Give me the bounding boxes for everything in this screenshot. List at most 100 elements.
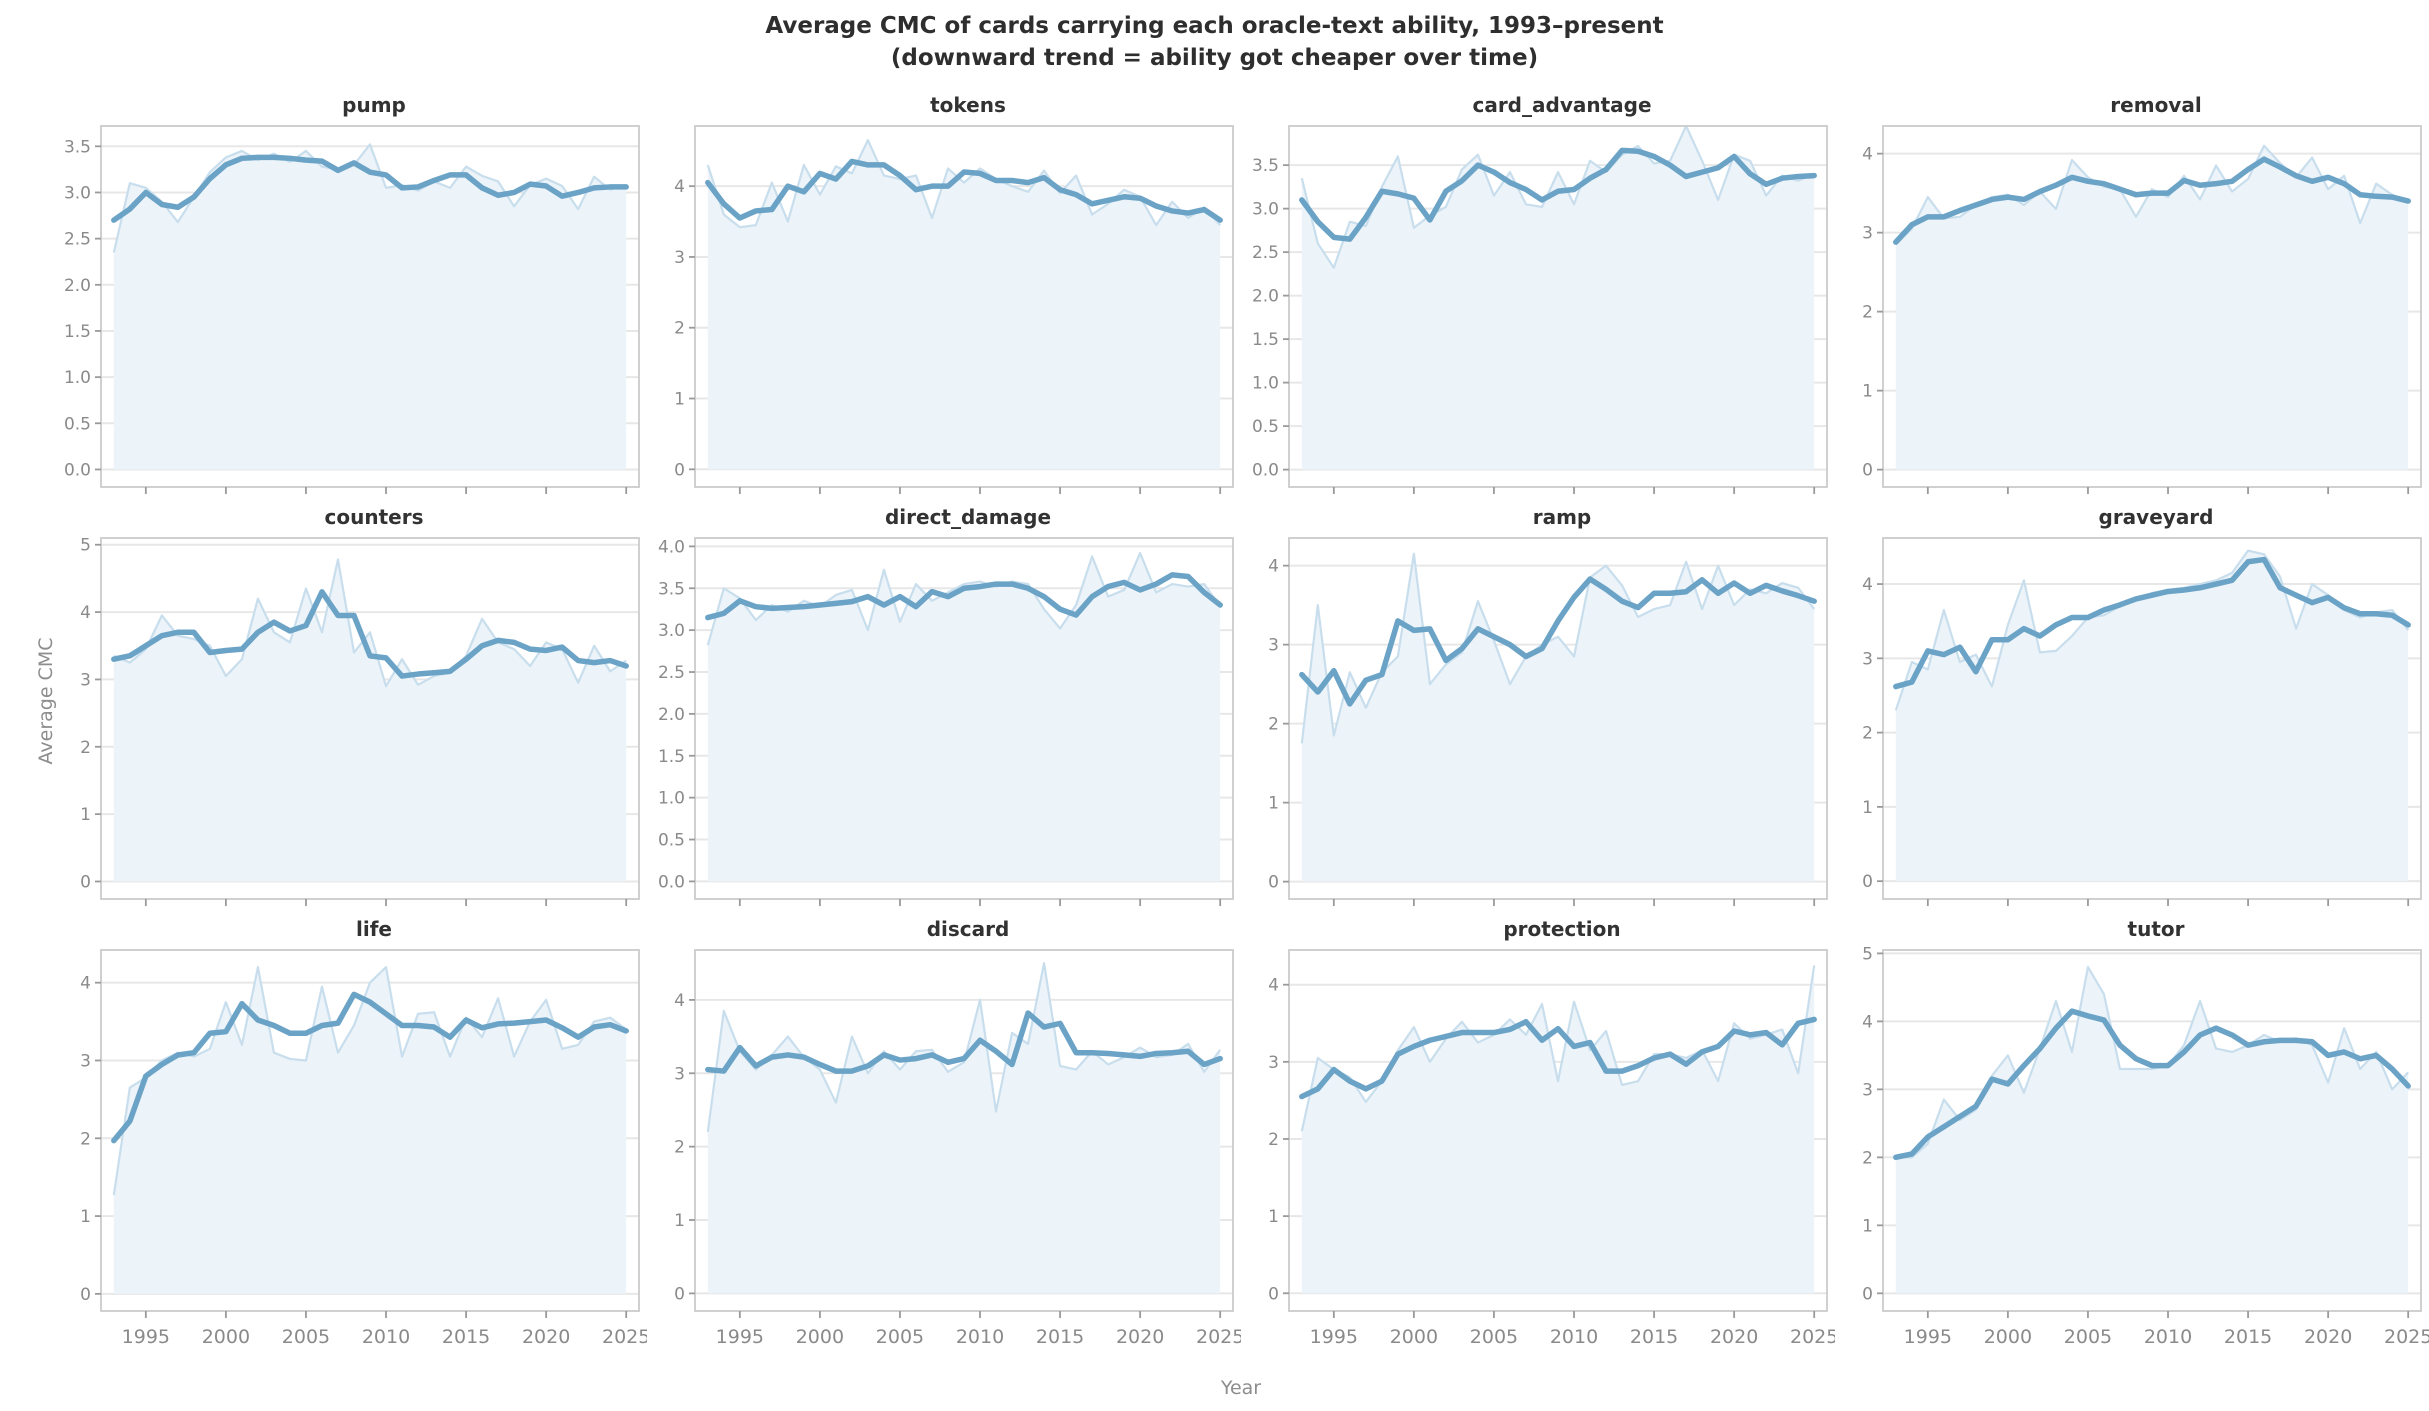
x-tick-label: 2000	[1390, 1326, 1438, 1348]
y-tick-label: 0.5	[64, 414, 91, 434]
y-tick-label: 4	[1862, 575, 1873, 595]
plot-border	[1288, 949, 1828, 1312]
y-tick-label: 5	[80, 536, 91, 556]
y-tick-label: 2.0	[64, 276, 91, 296]
y-tick-label: 0	[1862, 1284, 1873, 1304]
y-tick-label: 1	[1268, 1207, 1279, 1227]
raw-line	[706, 139, 1222, 229]
y-tick-label: 0	[1862, 461, 1873, 481]
plot-border	[1882, 125, 2422, 488]
raw-line	[1300, 124, 1815, 269]
x-tick-label: 2000	[202, 1326, 250, 1348]
x-tick-label: 1995	[1310, 1326, 1358, 1348]
y-tick-label: 5	[1862, 947, 1873, 964]
subplot-chart: 0 1 2 3 4	[1862, 125, 2422, 494]
subplot-ramp: ramp 0 1 2 3 4	[1241, 505, 1835, 917]
subplot-chart: 0 1 2 3 4 1995 2000 2005 2010 2015 2020 2025	[1268, 949, 1835, 1348]
y-tick-label: 1	[1862, 1216, 1873, 1236]
plot-border	[694, 537, 1234, 900]
subplot-chart: 0 1 2 3 4 5 1995 2000 2005 2010 2015 2020 2025	[1862, 947, 2429, 1348]
y-tick-label: 2.5	[1252, 243, 1279, 263]
raw-line	[112, 966, 627, 1196]
x-tick-label: 2005	[2064, 1326, 2112, 1348]
area-fill	[1301, 126, 1815, 470]
y-tick-label: 3.0	[64, 183, 91, 203]
figure-title-line1: Average CMC of cards carrying each oracl…	[765, 13, 1664, 39]
y-tick-label: 2.0	[658, 705, 685, 725]
y-tick-label: 3	[1268, 636, 1279, 656]
subplot-chart: 0 1 2 3 4	[1862, 537, 2422, 906]
y-tick-label: 1.5	[658, 747, 685, 767]
y-tick-label: 2	[80, 1129, 91, 1149]
y-tick-label: 0	[80, 1285, 91, 1305]
y-tick-label: 1.0	[1252, 374, 1279, 394]
subplot-title: removal	[2110, 93, 2202, 117]
smooth-line	[111, 589, 629, 679]
y-tick-label: 1.0	[64, 368, 91, 388]
y-tick-label: 4	[1268, 976, 1279, 996]
y-tick-label: 1.0	[658, 789, 685, 809]
x-tick-label: 2005	[876, 1326, 924, 1348]
y-tick-label: 1	[80, 1207, 91, 1227]
y-tick-label: 0.5	[658, 831, 685, 851]
subplot-direct_damage: direct_damage 0.0 0.5 1.0 1.5 2.0 2.5 3.0 3.5 4.0	[647, 505, 1241, 917]
subplot-title: ramp	[1532, 505, 1592, 529]
x-tick-label: 2020	[1710, 1326, 1758, 1348]
y-tick-label: 3	[1862, 1080, 1873, 1100]
y-tick-label: 2.5	[658, 663, 685, 683]
subplot-title: tutor	[2127, 917, 2185, 941]
x-tick-label: 2005	[1470, 1326, 1518, 1348]
x-tick-label: 2010	[2144, 1326, 2192, 1348]
x-tick-label: 1995	[716, 1326, 764, 1348]
subplot-chart: 0.0 0.5 1.0 1.5 2.0 2.5 3.0 3.5 4.0	[658, 537, 1234, 906]
area-fill	[113, 559, 627, 882]
y-tick-label: 3.5	[1252, 156, 1279, 176]
y-tick-label: 4	[674, 991, 685, 1011]
raw-line	[1300, 552, 1816, 744]
y-tick-label: 3.5	[658, 579, 685, 599]
subplot-chart: 0 1 2 3 4 5	[80, 536, 640, 906]
y-tick-label: 1.5	[64, 322, 91, 342]
smooth-line	[705, 158, 1223, 223]
area-fill	[707, 140, 1221, 470]
y-tick-label: 0	[1268, 873, 1279, 893]
subplot-tokens: tokens 0 1 2 3 4	[647, 93, 1241, 505]
figure-title: Average CMC of cards carrying each oracl…	[0, 10, 2429, 74]
smooth-line	[705, 572, 1223, 621]
x-tick-label: 2025	[1196, 1326, 1241, 1348]
subplot-chart: 0.0 0.5 1.0 1.5 2.0 2.5 3.0 3.5	[64, 125, 640, 494]
smooth-line	[1893, 156, 2411, 245]
area-fill	[1895, 550, 2409, 882]
x-tick-label: 2020	[522, 1326, 570, 1348]
y-tick-label: 2	[1862, 1148, 1873, 1168]
x-tick-label: 2010	[362, 1326, 410, 1348]
y-tick-label: 3	[80, 670, 91, 690]
plot-border	[100, 537, 640, 900]
x-tick-label: 1995	[1904, 1326, 1952, 1348]
subplot-card_advantage: card_advantage 0.0 0.5 1.0 1.5 2.0 2.5 3.0 3.5	[1241, 93, 1835, 505]
y-tick-label: 0	[1268, 1284, 1279, 1304]
x-tick-label: 2000	[796, 1326, 844, 1348]
x-tick-label: 2025	[602, 1326, 647, 1348]
figure-title-line2: (downward trend = ability got cheaper ov…	[890, 45, 1539, 72]
y-tick-label: 4	[1268, 557, 1279, 577]
area-fill	[113, 144, 627, 470]
y-tick-label: 4.0	[658, 537, 685, 557]
x-tick-label: 2015	[2224, 1326, 2272, 1348]
y-tick-label: 0.0	[1252, 461, 1279, 481]
x-tick-label: 2005	[282, 1326, 330, 1348]
y-tick-label: 2.5	[64, 230, 91, 250]
x-tick-label: 2020	[1116, 1326, 1164, 1348]
smooth-line	[705, 1010, 1223, 1074]
y-tick-label: 4	[1862, 1012, 1873, 1032]
raw-line	[706, 962, 1222, 1133]
smooth-line	[1299, 1016, 1817, 1100]
area-fill	[1301, 553, 1815, 882]
subplot-life: life 0 1 2 3 4 1995 2000 2005 2010 2015 2020 2025	[53, 917, 647, 1375]
subplot-chart: 0.0 0.5 1.0 1.5 2.0 2.5 3.0 3.5	[1252, 124, 1828, 494]
x-tick-label: 2015	[1036, 1326, 1084, 1348]
subplot-title: graveyard	[2098, 505, 2214, 529]
x-tick-label: 2020	[2304, 1326, 2352, 1348]
x-axis-label: Year	[1220, 1377, 1262, 1399]
y-tick-label: 2	[1268, 1130, 1279, 1150]
